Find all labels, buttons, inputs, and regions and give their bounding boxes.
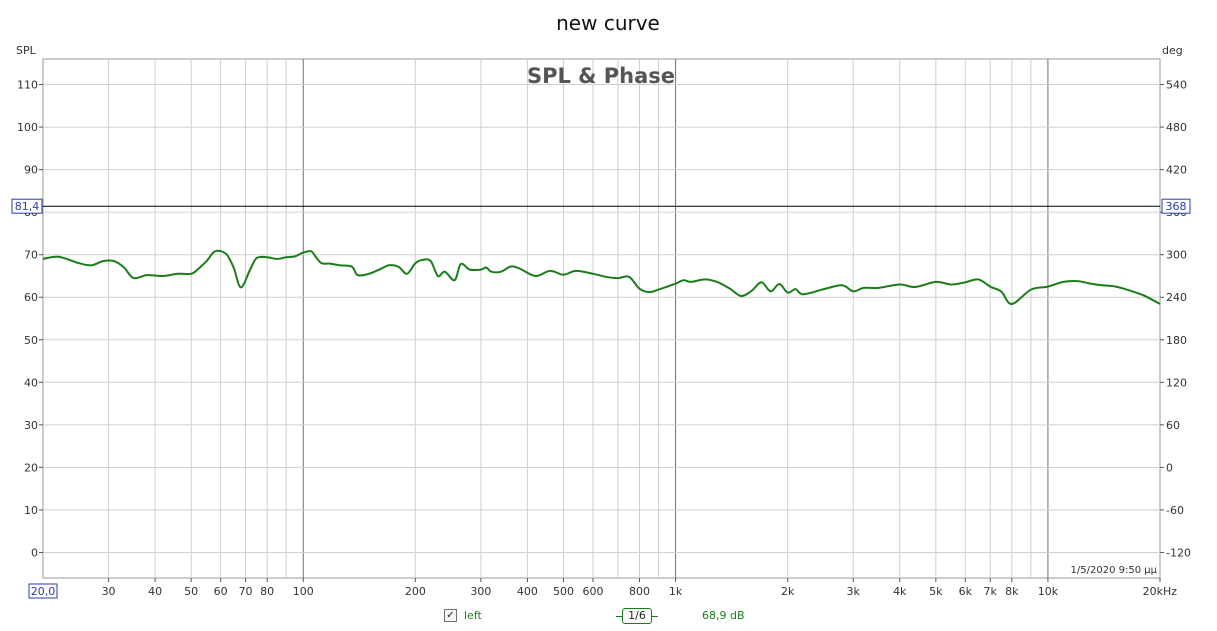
y-tick-label: 100 [17, 121, 38, 134]
cursor-left-box [11, 198, 43, 214]
smoothing-line-left [616, 616, 622, 617]
x-tick-label: 20kHz [1143, 585, 1178, 598]
right-tick-label: 300 [1166, 249, 1187, 262]
right-tick-label: 420 [1166, 164, 1187, 177]
right-tick-label: 180 [1166, 334, 1187, 347]
cursor-left-label: 81,4 [15, 200, 40, 213]
x-tick-label: 800 [629, 585, 650, 598]
x-tick-label: 2k [781, 585, 795, 598]
left-axis-label: SPL [16, 44, 37, 57]
smoothing-selector[interactable]: 1/6 [622, 608, 652, 624]
right-tick-label: 120 [1166, 376, 1187, 389]
y-tick-label: 70 [24, 249, 38, 262]
y-tick-label: 30 [24, 419, 38, 432]
x-tick-label: 8k [1005, 585, 1019, 598]
y-tick-label: 90 [24, 164, 38, 177]
plot-area[interactable] [42, 58, 1161, 579]
y-tick-label: 20 [24, 461, 38, 474]
x-tick-label: 600 [582, 585, 603, 598]
x-tick-label: 500 [553, 585, 574, 598]
x-tick-label: 50 [184, 585, 198, 598]
x-tick-label: 40 [148, 585, 162, 598]
y-tick-label: 50 [24, 334, 38, 347]
right-tick-label: 60 [1166, 419, 1180, 432]
y-tick-label: 10 [24, 504, 38, 517]
legend-bar: ✓ left 1/6 68,9 dB [0, 605, 1217, 627]
right-tick-label: 240 [1166, 291, 1187, 304]
window-title: new curve [556, 11, 660, 35]
x-tick-label: 80 [260, 585, 274, 598]
series-line-left[interactable] [42, 249, 1161, 305]
cursor-right-box [1161, 198, 1191, 214]
series-label: left [464, 609, 482, 622]
cursor-right-label: 368 [1166, 200, 1187, 213]
x-tick-label: 400 [517, 585, 538, 598]
timestamp: 1/5/2020 9:50 μμ [1071, 565, 1158, 576]
x-tick-label: 300 [470, 585, 491, 598]
x-start-box [28, 583, 58, 599]
x-tick-label: 3k [847, 585, 861, 598]
chart-title: SPL & Phase [527, 64, 675, 88]
x-start-label: 20,0 [31, 585, 56, 598]
smoothing-line-right [652, 616, 658, 617]
x-tick-label: 60 [214, 585, 228, 598]
y-tick-label: 40 [24, 376, 38, 389]
right-tick-label: 540 [1166, 79, 1187, 92]
right-axis-label: deg [1162, 44, 1183, 57]
x-tick-label: 10k [1038, 585, 1059, 598]
x-tick-label: 200 [405, 585, 426, 598]
x-tick-label: 1k [669, 585, 683, 598]
series-visibility-checkbox[interactable]: ✓ [444, 609, 457, 622]
y-tick-label: 110 [17, 79, 38, 92]
y-tick-label: 60 [24, 291, 38, 304]
x-tick-label: 4k [893, 585, 907, 598]
x-tick-label: 30 [102, 585, 116, 598]
right-tick-label: -120 [1166, 546, 1191, 559]
x-tick-label: 70 [239, 585, 253, 598]
x-tick-label: 6k [959, 585, 973, 598]
x-tick-label: 5k [929, 585, 943, 598]
cursor-value: 68,9 dB [702, 609, 745, 622]
y-tick-label: 0 [31, 546, 38, 559]
right-tick-label: 0 [1166, 461, 1173, 474]
x-tick-label: 100 [293, 585, 314, 598]
x-tick-label: 7k [984, 585, 998, 598]
right-tick-label: 480 [1166, 121, 1187, 134]
spl-phase-chart[interactable]: new curve SPL deg 0 10 20 30 40 50 60 70 80 90 100… [0, 0, 1217, 605]
right-tick-label: -60 [1166, 504, 1184, 517]
